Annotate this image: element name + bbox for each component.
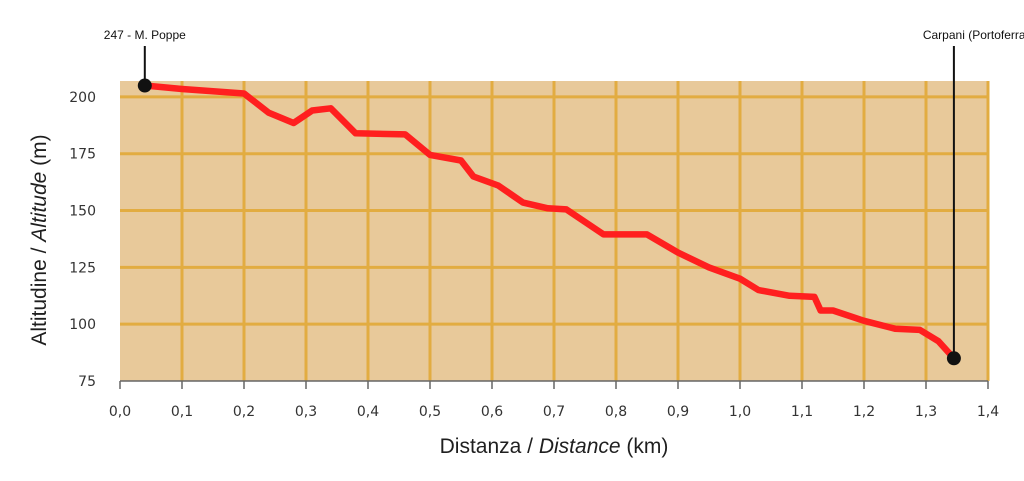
x-tick-label: 1,4 bbox=[977, 404, 999, 420]
marker-label: Carpani (Portoferraio) bbox=[923, 28, 1024, 42]
x-tick-label: 0,2 bbox=[233, 404, 255, 420]
x-tick-label: 0,8 bbox=[605, 404, 627, 420]
x-tick-label: 0,1 bbox=[171, 404, 193, 420]
x-tick-label: 0,3 bbox=[295, 404, 317, 420]
grid-lines bbox=[120, 81, 990, 381]
x-tick-label: 1,1 bbox=[791, 404, 813, 420]
x-tick-label: 0,4 bbox=[357, 404, 379, 420]
marker-dot bbox=[137, 78, 152, 93]
y-tick-label: 150 bbox=[69, 204, 96, 220]
x-tick-label: 0,9 bbox=[667, 404, 689, 420]
y-tick-label: 200 bbox=[69, 90, 96, 106]
y-axis-ticks: 75 100 125 150 175 200 bbox=[69, 90, 96, 390]
x-tick-label: 0,6 bbox=[481, 404, 503, 420]
x-tick-label: 0,5 bbox=[419, 404, 441, 420]
endpoint-markers: 247 - M. Poppe Carpani (Portoferraio) bbox=[104, 28, 1024, 366]
x-tick-label: 1,2 bbox=[853, 404, 875, 420]
y-tick-label: 100 bbox=[69, 317, 96, 333]
x-axis-ticks: 0,0 0,1 0,2 0,3 0,4 0,5 0,6 0,7 0,8 0,9 1,0 1,1 1,2 1… bbox=[109, 381, 999, 420]
x-tick-label: 0,7 bbox=[543, 404, 565, 420]
marker-label: 247 - M. Poppe bbox=[104, 28, 186, 42]
y-tick-label: 125 bbox=[69, 260, 96, 276]
marker-dot bbox=[946, 351, 961, 366]
x-axis-title: Distanza / Distance (km) bbox=[440, 435, 669, 458]
x-tick-label: 1,0 bbox=[729, 404, 751, 420]
y-tick-label: 75 bbox=[78, 374, 96, 390]
y-axis-title: Altitudine / Altitude (m) bbox=[28, 134, 51, 345]
y-tick-label: 175 bbox=[69, 147, 96, 163]
x-tick-label: 1,3 bbox=[915, 404, 937, 420]
x-tick-label: 0,0 bbox=[109, 404, 131, 420]
elevation-line bbox=[141, 82, 958, 362]
